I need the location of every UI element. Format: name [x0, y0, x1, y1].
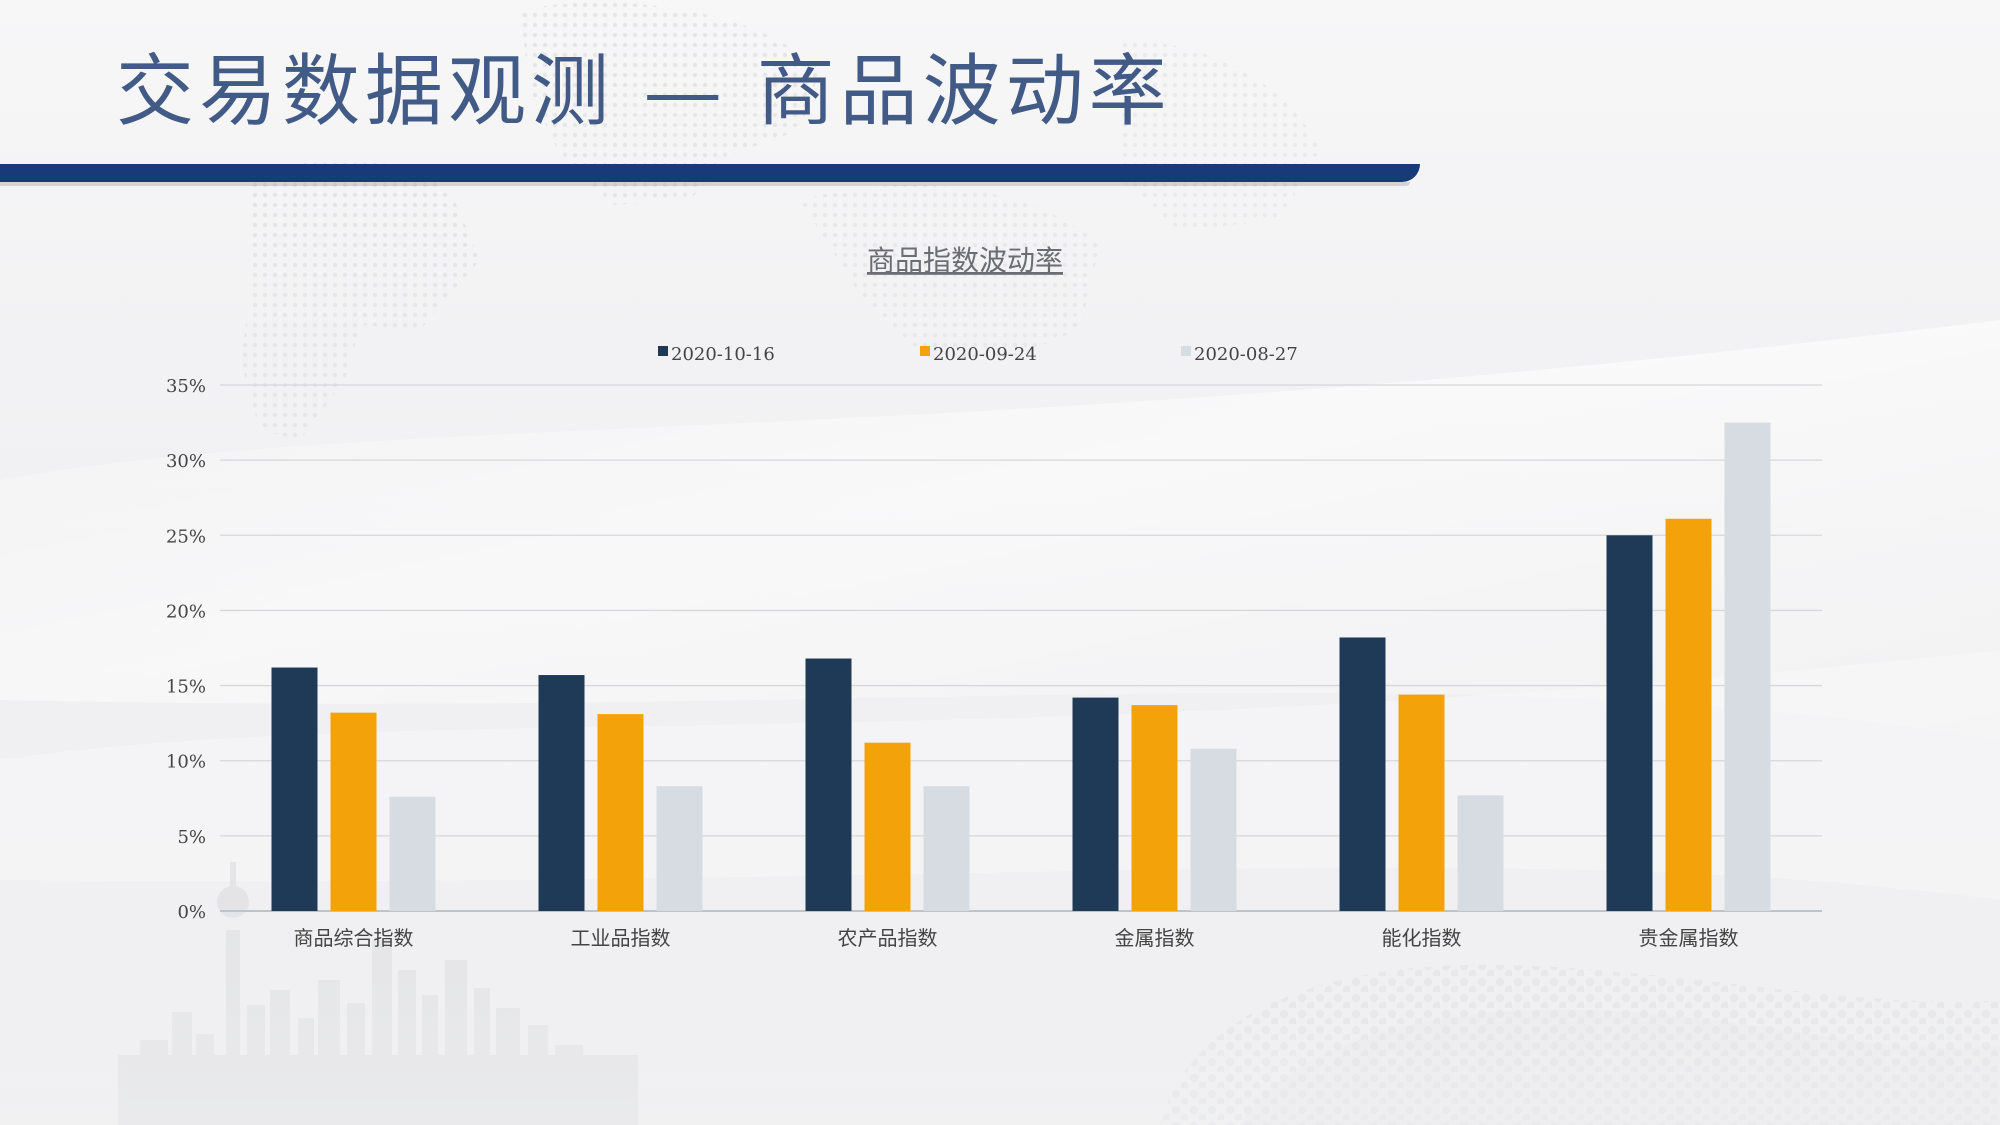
bar [389, 796, 436, 911]
y-tick-label: 15% [166, 677, 206, 698]
bar [1398, 694, 1445, 911]
y-axis: 0% 5% 10% 15% 20% 25% 30% 35% [166, 376, 206, 923]
title-underline-bar [0, 164, 1420, 182]
bar [805, 658, 852, 911]
bar [330, 712, 377, 911]
chart-legend: 2020-10-16 2020-09-24 2020-08-27 [658, 344, 1298, 365]
y-tick-label: 10% [166, 752, 206, 773]
legend-item: 2020-08-27 [1181, 344, 1298, 365]
legend-label: 2020-10-16 [671, 344, 775, 365]
title-underline-shadow [0, 182, 1410, 186]
bar [1665, 518, 1712, 911]
title-area: 交易数据观测 — 商品波动率 [0, 0, 1430, 186]
x-tick-label: 工业品指数 [571, 926, 671, 950]
x-axis: 商品综合指数 工业品指数 农产品指数 金属指数 能化指数 贵金属指数 [294, 926, 1739, 950]
y-tick-label: 20% [166, 601, 206, 622]
bar [656, 786, 703, 911]
legend-swatch [658, 346, 668, 356]
bar [923, 786, 970, 911]
legend-item: 2020-09-24 [920, 344, 1037, 365]
bar [1131, 705, 1178, 911]
legend-swatch [920, 346, 930, 356]
y-tick-label: 25% [166, 526, 206, 547]
legend-swatch [1181, 346, 1191, 356]
bar [864, 742, 911, 911]
bar [1724, 422, 1771, 911]
bar [538, 675, 585, 911]
y-tick-label: 5% [177, 827, 206, 848]
slide-title: 交易数据观测 — 商品波动率 [116, 47, 1172, 137]
x-tick-label: 金属指数 [1115, 926, 1195, 950]
y-tick-label: 30% [166, 451, 206, 472]
bar [1190, 748, 1237, 911]
bar [1339, 637, 1386, 911]
y-tick-label: 35% [166, 376, 206, 397]
chart-title: 商品指数波动率 [867, 244, 1063, 277]
bar [597, 714, 644, 911]
legend-label: 2020-08-27 [1194, 344, 1298, 365]
x-tick-label: 能化指数 [1382, 926, 1462, 950]
bar [271, 667, 318, 911]
bar [1072, 697, 1119, 911]
x-tick-label: 农产品指数 [838, 926, 938, 950]
x-tick-label: 贵金属指数 [1639, 926, 1739, 950]
bar [1606, 535, 1653, 911]
legend-item: 2020-10-16 [658, 344, 775, 365]
legend-label: 2020-09-24 [933, 344, 1037, 365]
bar-series-group [271, 422, 1771, 911]
bar [1457, 795, 1504, 911]
chart-gridlines [220, 384, 1822, 912]
x-tick-label: 商品综合指数 [294, 926, 414, 950]
y-tick-label: 0% [177, 902, 206, 923]
